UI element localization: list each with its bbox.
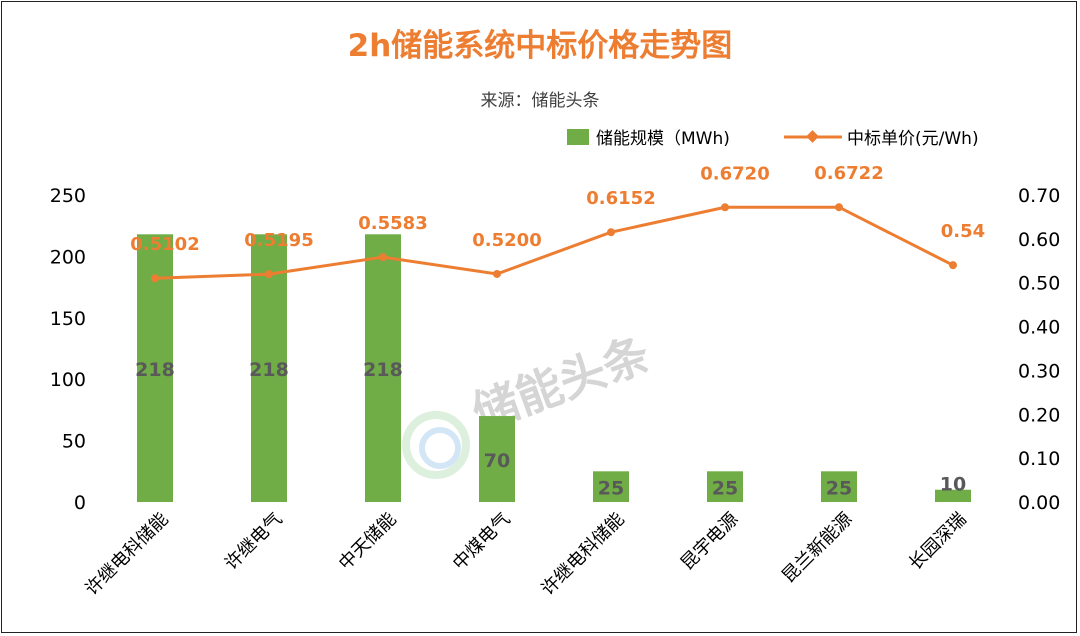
line-point xyxy=(379,253,387,262)
line-data-label: 0.6722 xyxy=(814,163,883,184)
bar-data-label: 218 xyxy=(249,359,289,381)
bar-data-label: 25 xyxy=(712,478,738,500)
y-left-tick-label: 200 xyxy=(50,246,86,268)
bar xyxy=(593,471,629,502)
line-point xyxy=(607,228,615,237)
line-point xyxy=(721,203,729,212)
y-right-tick-label: 0.60 xyxy=(1018,229,1060,251)
line-data-label: 0.6720 xyxy=(700,163,769,184)
line-point xyxy=(835,203,843,212)
y-right-tick-label: 0.00 xyxy=(1018,492,1060,514)
y-right-tick-label: 0.20 xyxy=(1018,404,1060,426)
line-data-label: 0.5195 xyxy=(244,230,313,251)
line-point xyxy=(493,269,501,278)
line-point xyxy=(265,270,273,279)
bar xyxy=(821,471,857,502)
line-point xyxy=(949,261,957,270)
y-left-tick-label: 150 xyxy=(50,308,86,330)
chart-subtitle: 来源：储能头条 xyxy=(481,91,600,111)
y-right-tick-label: 0.10 xyxy=(1018,448,1060,470)
bar-data-label: 25 xyxy=(598,478,624,500)
line-data-label: 0.6152 xyxy=(586,188,655,209)
bar xyxy=(479,416,515,502)
bar xyxy=(935,489,971,502)
y-right-tick-label: 0.30 xyxy=(1018,360,1060,382)
legend: 储能规模（MWh) 中标单价(元/Wh) xyxy=(567,129,979,149)
bar-data-label: 218 xyxy=(135,359,175,381)
line-data-label: 0.5583 xyxy=(358,213,427,234)
bar-data-label: 218 xyxy=(363,359,403,381)
y-right-tick-label: 0.40 xyxy=(1018,317,1060,339)
bar xyxy=(251,234,287,502)
x-tick-label: 昆兰新能源 xyxy=(778,509,856,587)
x-tick-label: 许继电气 xyxy=(221,509,287,575)
x-tick-label: 许继电科储能 xyxy=(537,509,628,600)
bar-data-label: 25 xyxy=(826,478,852,500)
legend-line-label: 中标单价(元/Wh) xyxy=(847,129,979,149)
line-data-label: 0.5200 xyxy=(472,230,541,251)
y-left-tick-label: 250 xyxy=(50,185,86,207)
y-left-tick-label: 50 xyxy=(62,431,86,453)
bar-data-label: 10 xyxy=(940,474,966,496)
legend-line-marker xyxy=(806,130,819,143)
watermark: 储能头条 xyxy=(402,327,657,479)
chart-title: 2h储能系统中标价格走势图 xyxy=(348,28,733,64)
x-tick-label: 中煤电气 xyxy=(449,509,515,575)
y-left-tick-label: 100 xyxy=(50,369,86,391)
legend-bar-swatch xyxy=(567,129,589,145)
line-data-label: 0.5102 xyxy=(130,234,199,255)
y-right-tick-label: 0.50 xyxy=(1018,273,1060,295)
bar xyxy=(707,471,743,502)
bar xyxy=(365,234,401,502)
y-right-tick-label: 0.70 xyxy=(1018,185,1060,207)
line-point xyxy=(151,274,159,283)
x-tick-label: 长园深瑞 xyxy=(905,509,971,575)
bar-data-label: 70 xyxy=(484,450,510,472)
line-data-label: 0.54 xyxy=(941,221,985,242)
legend-bar-label: 储能规模（MWh) xyxy=(596,129,730,149)
x-tick-label: 中天储能 xyxy=(335,509,401,575)
x-tick-label: 许继电科储能 xyxy=(81,509,172,600)
price-line xyxy=(154,205,954,280)
y-left-tick-label: 0 xyxy=(74,492,86,514)
x-tick-label: 昆宇电源 xyxy=(677,509,743,575)
